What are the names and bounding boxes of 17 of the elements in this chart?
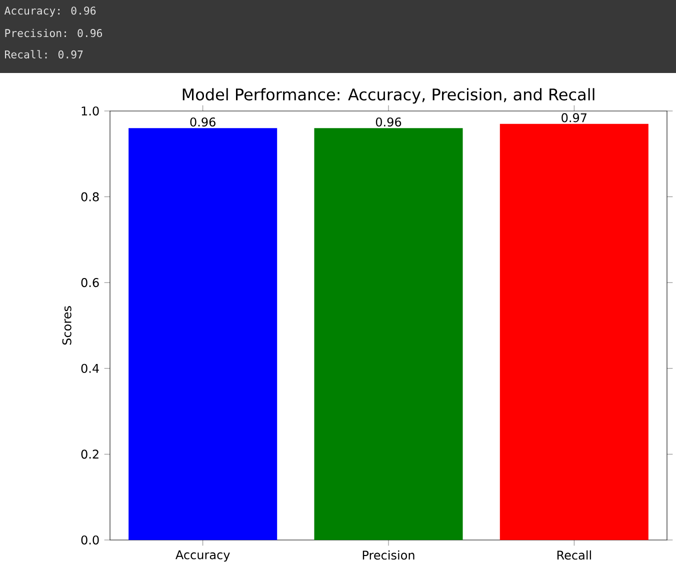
text: Accuracy: 0.96 (4, 6, 96, 17)
y-axis-title: Scores (62, 306, 72, 345)
y-tick-label: 0.2 (81, 450, 98, 459)
data-label: 0.97 (562, 113, 586, 122)
y-tick-label: 0.0 (81, 535, 99, 545)
x-tick-label: Precision (362, 550, 414, 560)
data-label: 0.96 (190, 117, 216, 127)
x-tick-label: Recall (557, 550, 591, 560)
y-tick-label: 0.8 (81, 192, 99, 202)
x-tick-label: Accuracy (176, 550, 230, 562)
data-label: 0.96 (376, 117, 402, 127)
y-tick-label: 0.6 (81, 278, 99, 288)
y-tick-label: 1.0 (82, 106, 99, 116)
text: Precision: 0.96 (5, 28, 102, 38)
text: Recall: 0.97 (5, 50, 83, 58)
y-tick-label: 0.4 (81, 364, 99, 373)
chart-title: Model Performance: Accuracy, Precision, and Recall (182, 88, 594, 104)
